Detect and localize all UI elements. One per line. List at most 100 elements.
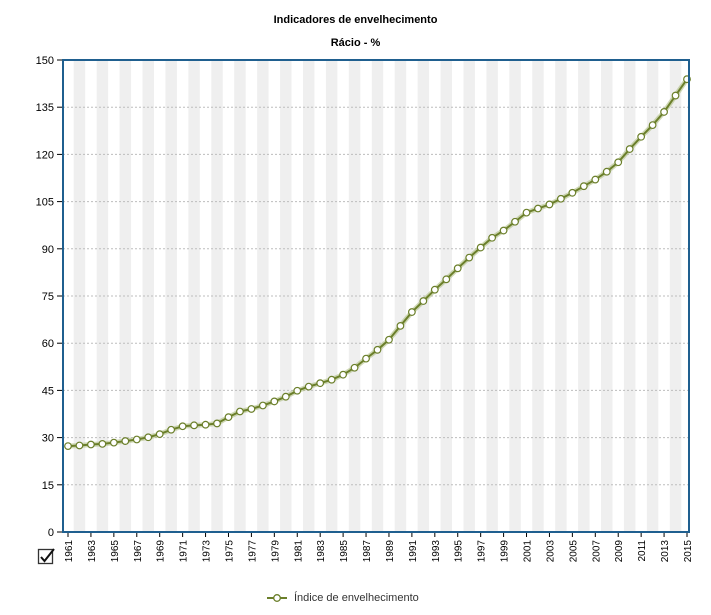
data-point[interactable] bbox=[178, 422, 187, 431]
x-tick-label: 1983 bbox=[316, 540, 327, 563]
x-tick-label: 1965 bbox=[110, 540, 121, 563]
data-point[interactable] bbox=[304, 382, 313, 391]
y-tick-label: 30 bbox=[42, 433, 54, 445]
x-tick-label: 2001 bbox=[523, 540, 534, 563]
x-tick-label: 2011 bbox=[637, 540, 648, 562]
data-point[interactable] bbox=[522, 208, 531, 217]
data-point[interactable] bbox=[625, 145, 634, 153]
data-point[interactable] bbox=[87, 440, 95, 449]
data-point[interactable] bbox=[362, 354, 370, 363]
x-tick-label: 2005 bbox=[568, 540, 579, 563]
data-point[interactable] bbox=[327, 375, 336, 384]
data-point[interactable] bbox=[557, 194, 565, 203]
checkbox-icon[interactable] bbox=[37, 548, 55, 566]
data-point[interactable] bbox=[442, 275, 451, 284]
data-point[interactable] bbox=[671, 91, 680, 100]
data-point[interactable] bbox=[545, 200, 554, 209]
y-axis: 0 15 30 45 60 75 90 105 120 135 150 bbox=[36, 55, 63, 539]
data-point[interactable] bbox=[293, 386, 302, 395]
x-tick-label: 1967 bbox=[133, 540, 144, 563]
x-tick-label: 2007 bbox=[591, 540, 602, 563]
year-band bbox=[463, 60, 475, 532]
data-point[interactable] bbox=[602, 167, 611, 176]
data-point[interactable] bbox=[190, 421, 198, 430]
data-point[interactable] bbox=[511, 217, 519, 226]
x-tick-label: 1971 bbox=[179, 540, 190, 563]
data-point[interactable] bbox=[465, 253, 474, 262]
data-point[interactable] bbox=[339, 370, 348, 379]
data-point[interactable] bbox=[430, 285, 439, 294]
y-tick-label: 135 bbox=[36, 102, 54, 114]
y-tick-label: 60 bbox=[42, 338, 54, 350]
year-band bbox=[119, 60, 132, 532]
data-point[interactable] bbox=[144, 433, 153, 442]
year-band bbox=[440, 60, 453, 532]
x-tick-label: 1991 bbox=[408, 540, 419, 563]
data-point[interactable] bbox=[591, 175, 600, 184]
data-point[interactable] bbox=[350, 363, 359, 372]
data-point[interactable] bbox=[75, 441, 84, 450]
data-point[interactable] bbox=[568, 188, 577, 197]
data-point[interactable] bbox=[270, 397, 279, 406]
y-tick-label: 120 bbox=[36, 149, 54, 161]
data-point[interactable] bbox=[534, 204, 542, 213]
data-point[interactable] bbox=[281, 392, 290, 401]
x-tick-label: 1977 bbox=[247, 540, 258, 563]
legend-line-icon bbox=[267, 594, 287, 602]
data-point[interactable] bbox=[419, 297, 428, 305]
year-band bbox=[623, 60, 636, 532]
chart-title: Indicadores de envelhecimento bbox=[273, 14, 438, 26]
plot-frame bbox=[62, 59, 690, 533]
x-tick-label: 1989 bbox=[385, 540, 396, 563]
data-point[interactable] bbox=[155, 430, 164, 439]
data-point[interactable] bbox=[121, 437, 130, 445]
year-band bbox=[96, 60, 109, 532]
y-tick-label: 15 bbox=[42, 480, 54, 492]
x-tick-label: 1987 bbox=[362, 540, 373, 563]
legend[interactable]: Índice de envelhecimento bbox=[266, 592, 419, 604]
data-point[interactable] bbox=[648, 121, 657, 130]
data-point[interactable] bbox=[258, 401, 267, 410]
data-point[interactable] bbox=[109, 438, 118, 447]
data-point[interactable] bbox=[373, 345, 382, 354]
year-band bbox=[211, 60, 223, 532]
data-point[interactable] bbox=[453, 264, 462, 273]
chart-subtitle: Rácio - % bbox=[330, 37, 381, 49]
year-band bbox=[280, 60, 292, 532]
data-point[interactable] bbox=[407, 308, 416, 316]
x-tick-label: 1961 bbox=[64, 540, 75, 563]
data-point[interactable] bbox=[614, 158, 623, 167]
data-point[interactable] bbox=[201, 420, 210, 429]
x-tick-label: 1973 bbox=[202, 540, 213, 563]
data-point[interactable] bbox=[98, 439, 107, 448]
x-tick-label: 1999 bbox=[500, 540, 511, 563]
data-point[interactable] bbox=[316, 379, 325, 388]
data-point[interactable] bbox=[637, 132, 646, 141]
year-band bbox=[532, 60, 544, 532]
year-band bbox=[371, 60, 384, 532]
data-point[interactable] bbox=[236, 407, 244, 416]
x-tick-label: 2003 bbox=[545, 540, 556, 563]
data-point[interactable] bbox=[488, 233, 497, 242]
data-point[interactable] bbox=[385, 335, 393, 344]
y-tick-label: 75 bbox=[42, 291, 54, 303]
data-point[interactable] bbox=[64, 442, 72, 450]
data-point[interactable] bbox=[660, 108, 668, 116]
data-point[interactable] bbox=[213, 419, 221, 428]
data-point[interactable] bbox=[476, 243, 485, 252]
x-tick-label: 1979 bbox=[270, 540, 281, 563]
x-tick-label: 1995 bbox=[454, 540, 465, 563]
data-point[interactable] bbox=[247, 405, 256, 413]
data-point[interactable] bbox=[224, 413, 233, 422]
data-point[interactable] bbox=[396, 321, 405, 330]
y-tick-label: 90 bbox=[42, 244, 54, 256]
data-point[interactable] bbox=[499, 226, 508, 235]
series-layer bbox=[64, 75, 691, 450]
data-point[interactable] bbox=[132, 435, 141, 444]
x-tick-label: 1981 bbox=[293, 540, 304, 563]
x-tick-label: 1963 bbox=[87, 540, 98, 563]
data-point[interactable] bbox=[167, 425, 176, 434]
year-band bbox=[601, 60, 613, 532]
data-point[interactable] bbox=[579, 182, 588, 191]
